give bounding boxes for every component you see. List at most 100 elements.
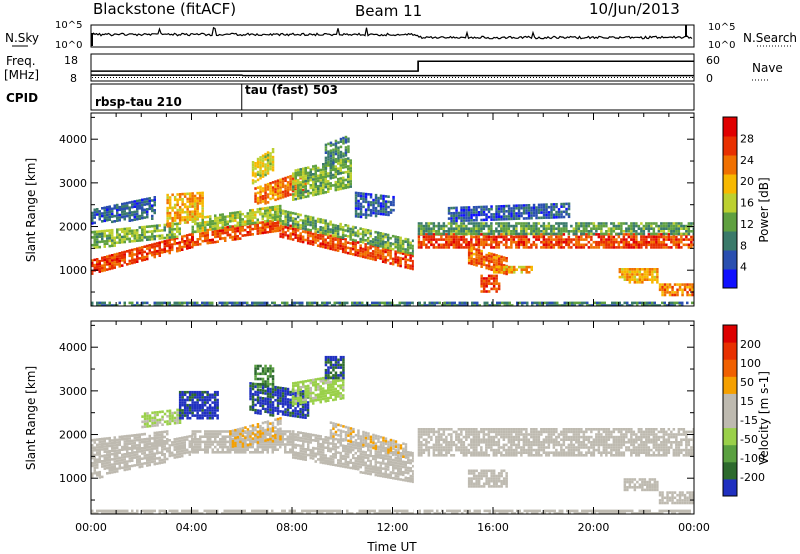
power-cell	[404, 237, 407, 241]
power-cell	[231, 230, 234, 234]
power-cell	[299, 226, 302, 230]
power-cell	[276, 210, 279, 213]
velocity-cell	[181, 449, 184, 453]
power-cell	[229, 214, 232, 218]
power-cell	[103, 301, 106, 305]
power-cell	[354, 243, 357, 246]
power-cell	[286, 221, 290, 224]
power-cell	[517, 243, 521, 247]
power-cell	[161, 236, 164, 240]
power-cell	[116, 260, 119, 264]
power-cell	[349, 159, 352, 162]
power-cell	[347, 167, 350, 171]
power-cell	[404, 260, 407, 264]
power-cell	[214, 235, 217, 239]
velocity-cell	[113, 452, 116, 455]
power-cell	[342, 181, 345, 185]
power-cell	[311, 235, 315, 238]
power-cell	[420, 232, 423, 236]
power-cell	[486, 301, 489, 305]
power-cell	[171, 236, 174, 239]
nave-dot	[446, 77, 447, 78]
power-cell	[258, 304, 261, 306]
power-cell	[239, 213, 242, 216]
power-cell	[123, 212, 126, 216]
power-cell	[354, 202, 358, 205]
velocity-cell	[111, 468, 114, 472]
velocity-cell	[151, 447, 154, 451]
power-cell	[289, 232, 292, 235]
power-cell	[592, 232, 596, 236]
power-cell	[329, 242, 332, 245]
velocity-cell	[176, 455, 179, 459]
power-cell	[316, 228, 320, 231]
power-cell	[216, 230, 219, 233]
power-cell	[354, 204, 358, 208]
power-cell	[146, 252, 149, 256]
nave-dot	[239, 77, 240, 78]
power-cell	[346, 235, 350, 238]
power-cell	[618, 268, 622, 271]
power-cell	[121, 251, 124, 254]
power-colorbar-swatch	[723, 231, 737, 251]
power-cell	[221, 237, 224, 240]
power-cell	[635, 238, 638, 241]
power-cell	[324, 156, 328, 160]
power-cell	[671, 288, 674, 292]
velocity-cell	[111, 439, 114, 442]
power-cell	[339, 222, 342, 226]
power-y-label: Slant Range [km]	[24, 158, 38, 262]
power-cell	[194, 222, 197, 226]
power-cell	[417, 222, 421, 225]
power-cell	[289, 177, 292, 181]
power-cell	[628, 304, 631, 306]
power-cell	[276, 197, 280, 201]
power-cell	[201, 202, 204, 205]
power-cell	[269, 230, 272, 234]
power-cell	[103, 258, 106, 262]
power-cell	[377, 209, 380, 213]
power-cell	[490, 260, 493, 264]
power-cell	[633, 268, 637, 271]
power-cell	[168, 249, 171, 252]
power-cell	[364, 192, 368, 196]
power-cell	[346, 227, 350, 230]
velocity-cell	[93, 438, 96, 442]
power-cell	[279, 204, 282, 208]
power-cell	[602, 240, 606, 244]
power-cell	[650, 238, 653, 241]
power-cell	[642, 243, 646, 247]
power-cell	[123, 255, 126, 259]
power-cell	[146, 301, 149, 305]
power-cell	[168, 228, 171, 231]
power-cell	[138, 234, 141, 237]
power-cell	[487, 243, 491, 247]
power-cell	[359, 249, 362, 253]
power-cell	[482, 210, 486, 214]
power-cell	[632, 230, 636, 233]
velocity-cell	[178, 447, 181, 451]
power-cell	[490, 277, 493, 280]
power-cell	[610, 227, 613, 230]
power-cell	[344, 248, 347, 252]
velocity-cell	[176, 450, 179, 454]
power-cell	[663, 304, 666, 306]
nave-dot	[332, 77, 333, 78]
power-cell	[528, 265, 531, 269]
power-cell	[316, 217, 320, 221]
power-cell	[657, 246, 661, 249]
power-cell	[156, 252, 159, 256]
power-cell	[475, 211, 478, 214]
nave-dot	[188, 77, 189, 78]
power-cell	[636, 270, 639, 274]
power-cell	[369, 229, 372, 233]
power-cell	[359, 252, 362, 255]
nave-dot	[335, 77, 336, 78]
velocity-cell	[138, 463, 141, 466]
power-cell	[647, 224, 651, 228]
power-colorbar-tick: 12	[740, 218, 754, 231]
power-cell	[349, 167, 352, 170]
velocity-cell	[181, 398, 184, 402]
velocity-cell	[98, 452, 101, 456]
power-cell	[635, 224, 638, 228]
